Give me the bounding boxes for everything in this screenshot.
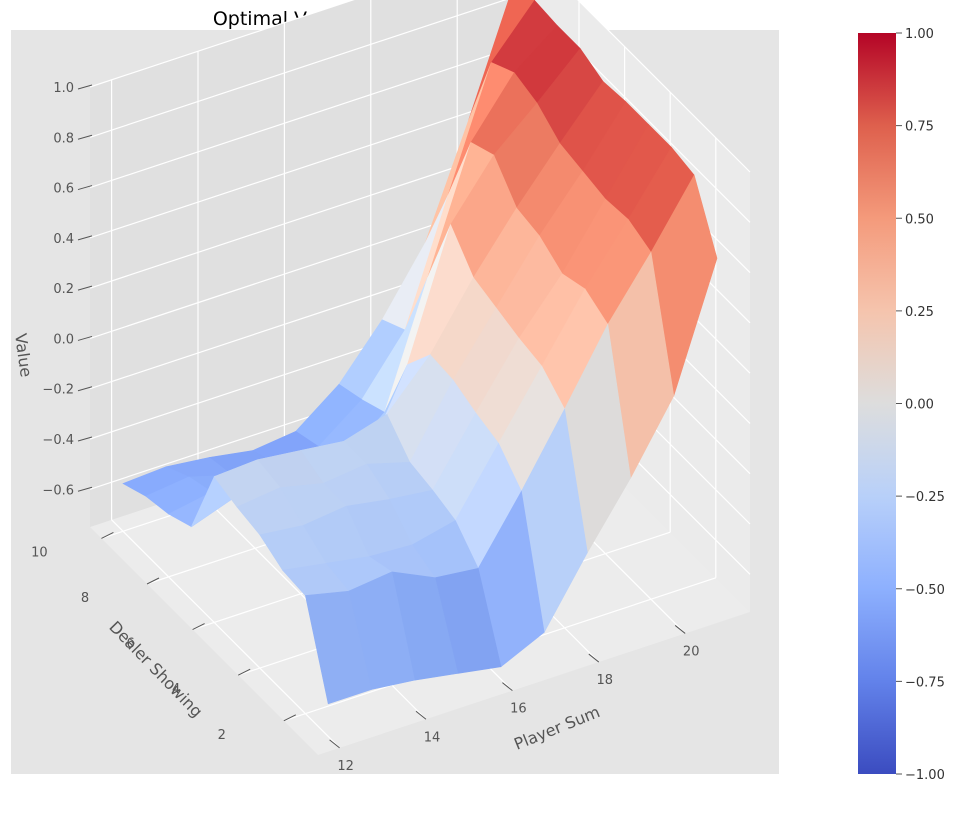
colorbar-tick-label: 0.00 (905, 398, 934, 413)
colorbar-tick-label: −0.25 (905, 490, 945, 505)
y-tick-label: 2 (218, 728, 226, 743)
colorbar-tick-label: 0.50 (905, 212, 934, 227)
x-tick-label: 18 (597, 673, 614, 688)
surface-patch (305, 590, 372, 705)
grid-x-floor (111, 519, 341, 749)
x-tick (588, 653, 600, 663)
z-tick-label: 0.0 (53, 332, 74, 347)
z-tick (77, 235, 93, 241)
y-tick-label: 8 (81, 591, 89, 606)
tick-marks: 12 14 16 18 20 2 4 6 8 10 −0.6 −0.4 −0.2 0.0 0.2 0.4 0.6… (31, 81, 699, 774)
value-surface (122, 0, 718, 705)
z-tick-label: −0.4 (42, 433, 74, 448)
colorbar-tick-label: −1.00 (905, 768, 945, 783)
z-tick (77, 285, 93, 291)
z-tick-label: 0.8 (53, 131, 74, 146)
z-tick (77, 185, 93, 191)
y-tick (237, 668, 251, 676)
z-tick (77, 436, 93, 442)
grid-z-right (577, 0, 751, 173)
grid-z-left (89, 144, 523, 289)
colorbar-ticks: −1.00 −0.75 −0.50 −0.25 0.00 0.25 0.50 0.75 1.00 (896, 27, 945, 783)
grid-z-left (89, 0, 507, 138)
z-tick-label: 0.6 (53, 182, 74, 197)
z-tick (77, 134, 93, 140)
x-tick-label: 14 (424, 730, 441, 745)
x-tick (329, 739, 340, 749)
colorbar (858, 33, 896, 774)
x-tick (502, 682, 513, 692)
y-tick (146, 577, 160, 585)
grid-z-left (89, 44, 523, 189)
y-tick (101, 531, 114, 539)
colorbar-tick-label: 0.25 (905, 305, 934, 320)
z-tick-label: 0.4 (53, 232, 74, 247)
colorbar-tick-label: 0.75 (905, 120, 934, 135)
z-tick-label: 0.2 (53, 282, 74, 297)
y-tick (283, 714, 297, 722)
colorbar-tick-label: −0.75 (905, 675, 945, 690)
y-tick-label: 4 (172, 682, 180, 697)
y-tick (192, 623, 205, 631)
z-tick-label: −0.2 (42, 383, 74, 398)
z-tick-label: 1.0 (53, 81, 74, 96)
y-tick-label: 10 (31, 545, 48, 560)
z-tick-label: −0.6 (42, 483, 74, 498)
x-tick-label: 16 (510, 702, 527, 717)
grid-z-left (89, 0, 355, 88)
colorbar-tick-label: 1.00 (905, 27, 934, 42)
z-tick (77, 84, 93, 90)
grid-z-left (89, 94, 523, 239)
colorbar-tick-label: −0.50 (905, 583, 945, 598)
y-tick-label: 6 (126, 637, 134, 652)
z-tick (77, 386, 93, 392)
x-tick-label: 12 (337, 759, 354, 774)
z-tick (77, 335, 93, 341)
x-tick-label: 20 (683, 644, 700, 659)
z-tick (77, 486, 93, 492)
x-tick (415, 710, 427, 720)
x-tick (674, 625, 686, 634)
